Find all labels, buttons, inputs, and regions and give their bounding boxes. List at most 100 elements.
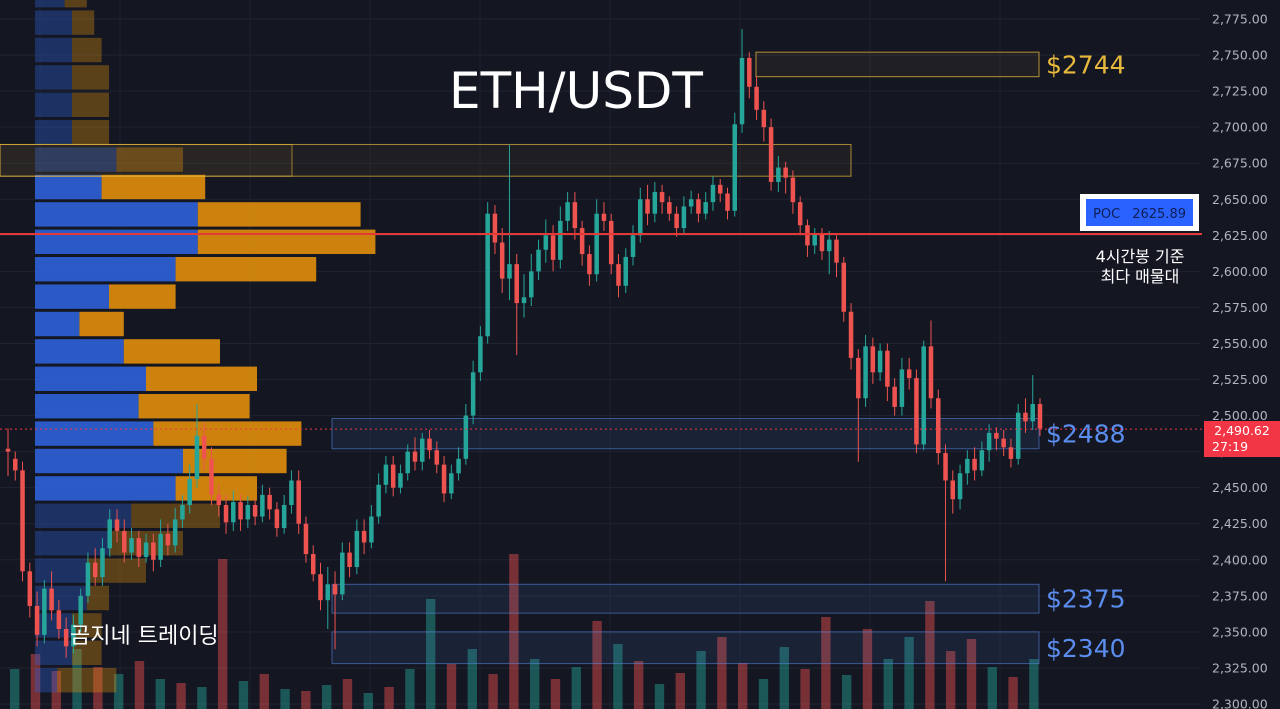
candle-body xyxy=(456,458,461,474)
candle-body xyxy=(34,605,40,635)
profile-sell-bar xyxy=(153,421,302,446)
candle-body xyxy=(223,504,229,523)
zone-label: $2488 xyxy=(1046,420,1126,449)
candle-body xyxy=(390,464,396,488)
candle-body xyxy=(841,262,847,312)
candle-body xyxy=(558,220,563,260)
candle-body xyxy=(449,473,454,494)
profile-sell-bar xyxy=(72,37,102,63)
volume-bar xyxy=(342,679,353,709)
volume-bar xyxy=(800,669,810,709)
candle-body xyxy=(710,184,716,203)
volume-bar xyxy=(696,651,706,709)
volume-bar xyxy=(467,649,477,709)
candle-body xyxy=(172,519,178,546)
candle-body xyxy=(725,193,730,211)
candle-body xyxy=(1023,412,1028,422)
candle-body xyxy=(667,202,672,214)
candle-body xyxy=(151,542,156,560)
volume-bar xyxy=(613,644,623,709)
candle-body xyxy=(965,458,970,474)
candle-body xyxy=(463,415,469,459)
candle-body xyxy=(63,629,69,647)
profile-sell-bar xyxy=(72,10,95,35)
volume-bar xyxy=(30,654,41,709)
profile-buy-bar xyxy=(35,531,109,556)
profile-buy-bar xyxy=(35,558,87,583)
candle-body xyxy=(267,494,272,510)
volume-bar xyxy=(862,629,873,709)
candle-body xyxy=(383,464,389,485)
candle-body xyxy=(412,451,418,462)
profile-buy-bar xyxy=(35,65,72,90)
candle-body xyxy=(122,530,127,553)
profile-sell-bar xyxy=(197,202,361,227)
candle-body xyxy=(78,595,83,625)
profile-buy-bar xyxy=(35,257,176,282)
volume-bar xyxy=(738,663,748,709)
profile-sell-bar xyxy=(72,65,109,90)
candle-body xyxy=(608,220,614,265)
candle-body xyxy=(950,480,956,500)
volume-bar xyxy=(1029,659,1039,709)
profile-buy-bar xyxy=(35,92,72,118)
candle-body xyxy=(478,336,483,373)
volume-bar xyxy=(238,681,249,709)
y-tick-label: 2,525.00 xyxy=(1212,372,1268,387)
candle-body xyxy=(405,451,410,474)
candle-body xyxy=(936,398,941,454)
current-price-label: 2,490.62 27:19 xyxy=(1204,421,1280,457)
candle-body xyxy=(318,574,323,601)
y-tick-label: 2,375.00 xyxy=(1212,588,1268,603)
candle-body xyxy=(238,502,243,520)
y-tick-label: 2,350.00 xyxy=(1212,624,1268,639)
y-tick-label: 2,550.00 xyxy=(1212,336,1268,351)
candle-body xyxy=(986,432,992,451)
candle-body xyxy=(536,249,541,272)
candle-body xyxy=(56,610,62,630)
candle-body xyxy=(906,369,912,379)
volume-bar xyxy=(134,661,145,709)
candle-body xyxy=(899,369,905,407)
profile-sell-bar xyxy=(72,92,109,118)
candle-body xyxy=(696,199,701,214)
y-tick-label: 2,575.00 xyxy=(1212,300,1268,315)
profile-buy-bar xyxy=(35,37,72,63)
candle-body xyxy=(507,264,512,279)
candle-body xyxy=(805,225,810,246)
candle-body xyxy=(1015,412,1021,459)
y-tick-label: 2,625.00 xyxy=(1212,228,1268,243)
candle-body xyxy=(601,213,607,221)
zone-box xyxy=(755,51,1040,78)
candle-body xyxy=(1037,404,1043,429)
candle-body xyxy=(245,504,251,520)
candle-body xyxy=(703,202,708,214)
candle-body xyxy=(216,494,222,505)
candle-body xyxy=(296,480,301,524)
candle-body xyxy=(42,588,47,635)
candle-body xyxy=(688,199,694,207)
candle-body xyxy=(768,127,774,182)
candle-body xyxy=(826,239,832,252)
candle-body xyxy=(1030,404,1035,422)
zone-label: $2744 xyxy=(1046,50,1126,79)
candle-body xyxy=(754,86,759,110)
candle-body xyxy=(863,346,868,399)
volume-bar xyxy=(176,683,186,709)
candle-body xyxy=(289,480,294,505)
volume-bar xyxy=(758,679,769,709)
candle-body xyxy=(187,479,192,505)
candle-body xyxy=(85,562,91,596)
candle-body xyxy=(892,386,897,407)
profile-sell-bar xyxy=(116,147,183,172)
profile-buy-bar xyxy=(35,394,139,419)
price-axis[interactable]: 2,775.00 2,750.00 2,725.00 2,700.00 2,675.00… xyxy=(1212,12,1268,709)
y-tick-label: 2,725.00 xyxy=(1212,84,1268,99)
profile-sell-bar xyxy=(109,284,176,309)
candle-body xyxy=(674,213,679,229)
profile-sell-bar xyxy=(72,120,109,145)
volume-bar xyxy=(675,673,685,709)
candle-body xyxy=(231,502,236,523)
candles xyxy=(5,29,1043,658)
